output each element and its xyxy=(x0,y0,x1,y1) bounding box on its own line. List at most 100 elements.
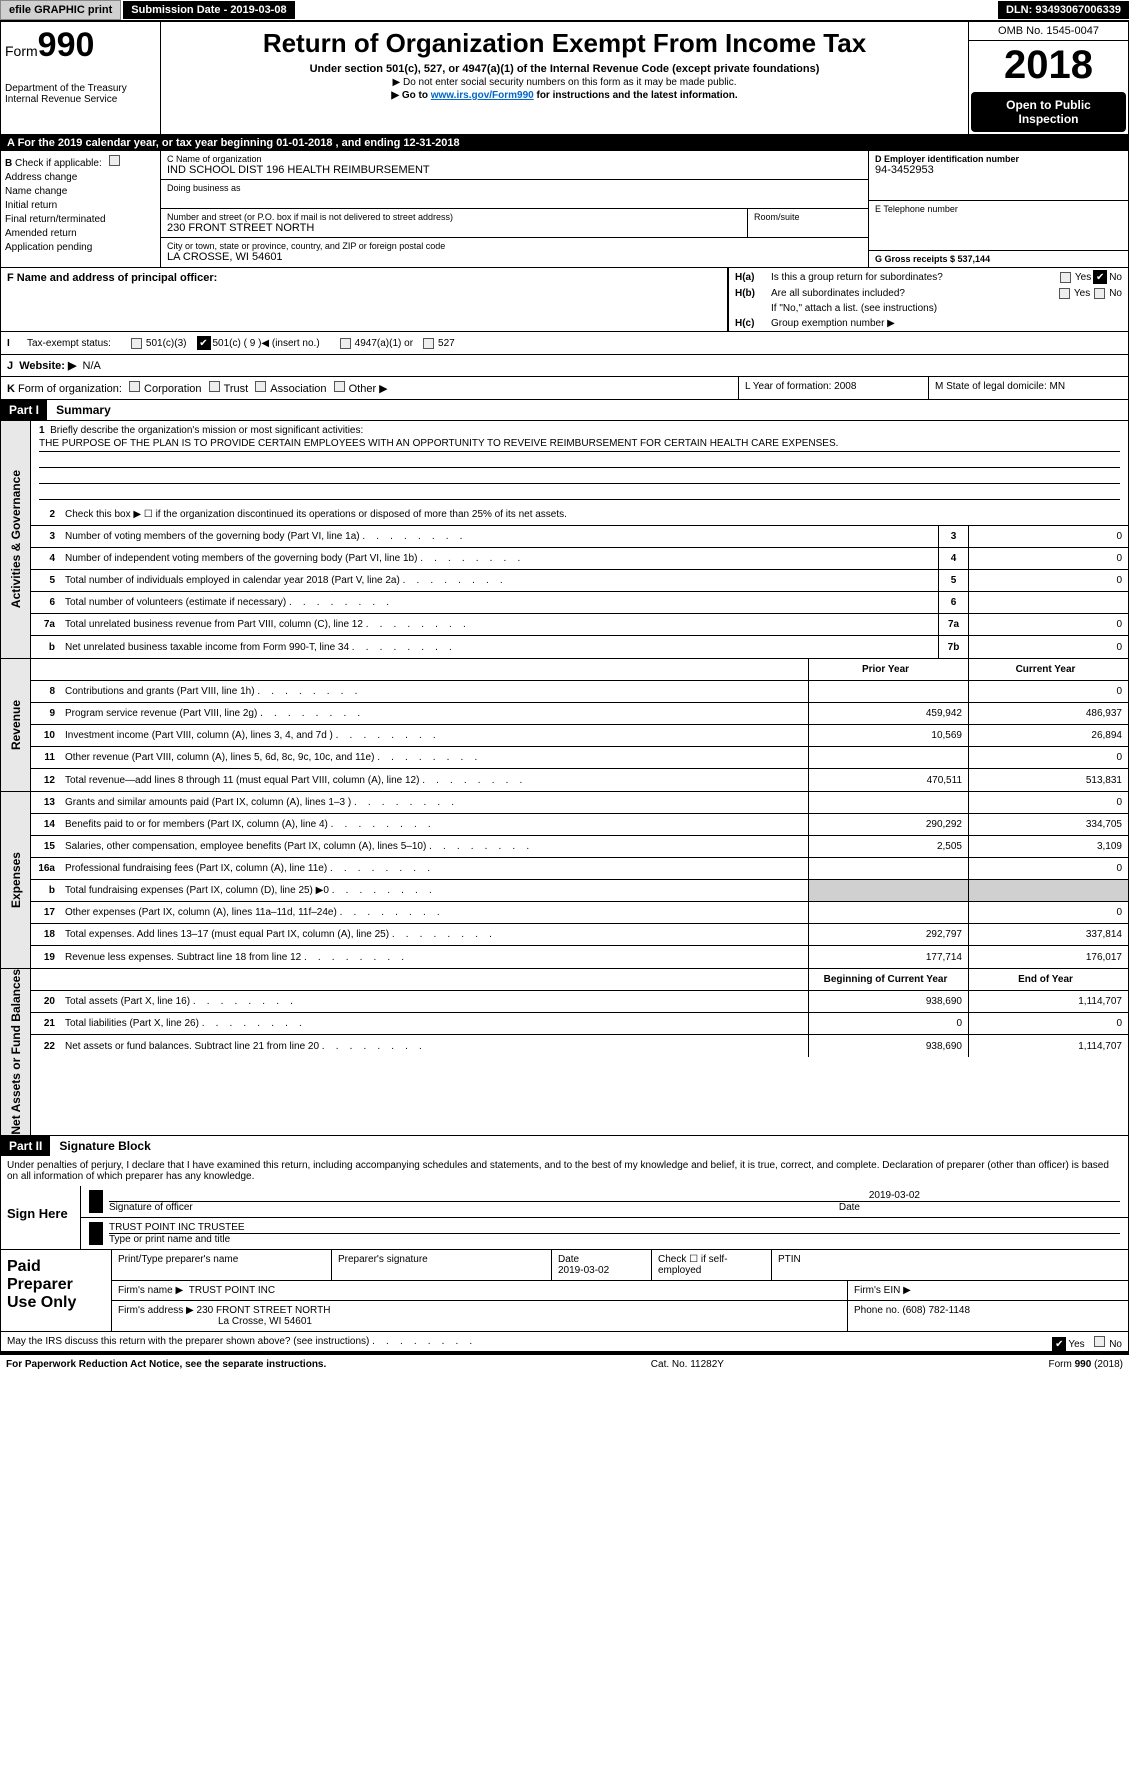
org-name: IND SCHOOL DIST 196 HEALTH REIMBURSEMENT xyxy=(167,164,862,176)
hc-row: H(c) Group exemption number ▶ xyxy=(729,316,1128,331)
expenses-section: Expenses 13 Grants and similar amounts p… xyxy=(1,792,1128,969)
open2: Inspection xyxy=(975,112,1122,126)
row-k-lm: K Form of organization: Corporation Trus… xyxy=(1,377,1128,400)
col-b-right: D Employer identification number 94-3452… xyxy=(868,151,1128,267)
rev-body: Prior Year Current Year 8 Contributions … xyxy=(31,659,1128,791)
form-subtitle: Under section 501(c), 527, or 4947(a)(1)… xyxy=(167,63,962,75)
line-5: 5 Total number of individuals employed i… xyxy=(31,570,1128,592)
arrow-icon xyxy=(89,1190,103,1213)
line-b: b Net unrelated business taxable income … xyxy=(31,636,1128,658)
line-7a: 7a Total unrelated business revenue from… xyxy=(31,614,1128,636)
form-id: Form990 xyxy=(5,26,156,65)
ag-body: 1 Briefly describe the organization's mi… xyxy=(31,421,1128,658)
dept-irs: Internal Revenue Service xyxy=(5,94,156,105)
addr-cell: Number and street (or P.O. box if mail i… xyxy=(161,209,748,237)
line-13: 13 Grants and similar amounts paid (Part… xyxy=(31,792,1128,814)
part1-title: Summary xyxy=(50,400,117,420)
activities-governance: Activities & Governance 1 Briefly descri… xyxy=(1,421,1128,659)
na-col-hdr: Beginning of Current Year End of Year xyxy=(31,969,1128,991)
prep-line-1: Print/Type preparer's name Preparer's si… xyxy=(112,1250,1128,1281)
tab-ag: Activities & Governance xyxy=(1,421,31,658)
m-domicile: M State of legal domicile: MN xyxy=(928,377,1128,399)
efile-badge: efile GRAPHIC print xyxy=(0,0,121,20)
line-20: 20 Total assets (Part X, line 16) 938,69… xyxy=(31,991,1128,1013)
h-group: H(a) Is this a group return for subordin… xyxy=(728,268,1128,331)
dept-treasury: Department of the Treasury xyxy=(5,83,156,94)
footer: For Paperwork Reduction Act Notice, see … xyxy=(0,1354,1129,1374)
footer-left: For Paperwork Reduction Act Notice, see … xyxy=(6,1359,326,1370)
note-ssn: ▶ Do not enter social security numbers o… xyxy=(167,77,962,88)
paid-preparer-label: Paid Preparer Use Only xyxy=(1,1250,111,1331)
part1-badge: Part I xyxy=(1,400,47,420)
line-4: 4 Number of independent voting members o… xyxy=(31,548,1128,570)
prep-body: Print/Type preparer's name Preparer's si… xyxy=(111,1250,1128,1331)
sig-name-row: TRUST POINT INC TRUSTEE Type or print na… xyxy=(81,1218,1128,1249)
line-11: 11 Other revenue (Part VIII, column (A),… xyxy=(31,747,1128,769)
top-left: Form990 Department of the Treasury Inter… xyxy=(1,22,161,134)
row-j: J Website: ▶ N/A xyxy=(1,355,1128,376)
rev-col-hdr: Prior Year Current Year xyxy=(31,659,1128,681)
submission-date: Submission Date - 2019-03-08 xyxy=(123,1,294,19)
line-22: 22 Net assets or fund balances. Subtract… xyxy=(31,1035,1128,1057)
arrow-icon xyxy=(89,1222,103,1245)
addr-row: Number and street (or P.O. box if mail i… xyxy=(161,209,868,238)
line-1: 1 Briefly describe the organization's mi… xyxy=(31,421,1128,504)
top-row: Form990 Department of the Treasury Inter… xyxy=(1,22,1128,135)
dln: DLN: 93493067006339 xyxy=(998,1,1129,19)
footer-mid: Cat. No. 11282Y xyxy=(651,1359,724,1370)
chk-amended[interactable]: Amended return xyxy=(5,228,156,239)
part2-title: Signature Block xyxy=(53,1136,156,1156)
c-label: C Name of organization xyxy=(167,154,862,164)
top-mid: Return of Organization Exempt From Incom… xyxy=(161,22,968,134)
trustee-name: TRUST POINT INC TRUSTEE xyxy=(109,1222,1120,1234)
part2-badge: Part II xyxy=(1,1136,50,1156)
line-18: 18 Total expenses. Add lines 13–17 (must… xyxy=(31,924,1128,946)
chk-initial[interactable]: Initial return xyxy=(5,200,156,211)
part1-header-row: Part I Summary xyxy=(1,400,1128,421)
chk-name[interactable]: Name change xyxy=(5,186,156,197)
na-body: Beginning of Current Year End of Year 20… xyxy=(31,969,1128,1135)
b-label: B Check if applicable: xyxy=(5,155,156,169)
hb-row: H(b) Are all subordinates included? Yes … xyxy=(729,286,1128,301)
row-i: I Tax-exempt status: 501(c)(3) ✔501(c) (… xyxy=(1,331,1128,355)
tab-expenses: Expenses xyxy=(1,792,31,968)
omb-number: OMB No. 1545-0047 xyxy=(969,22,1128,41)
prep-line-2: Firm's name ▶ TRUST POINT INC Firm's EIN… xyxy=(112,1281,1128,1301)
top-right: OMB No. 1545-0047 2018 Open to Public In… xyxy=(968,22,1128,134)
footer-right: Form 990 (2018) xyxy=(1049,1359,1123,1370)
ha-row: H(a) Is this a group return for subordin… xyxy=(729,268,1128,286)
form-title: Return of Organization Exempt From Incom… xyxy=(167,28,962,59)
irs-link[interactable]: www.irs.gov/Form990 xyxy=(431,90,534,101)
chk-pending[interactable]: Application pending xyxy=(5,242,156,253)
line-17: 17 Other expenses (Part IX, column (A), … xyxy=(31,902,1128,924)
mission-text: THE PURPOSE OF THE PLAN IS TO PROVIDE CE… xyxy=(39,436,1120,452)
line-12: 12 Total revenue—add lines 8 through 11 … xyxy=(31,769,1128,791)
line-9: 9 Program service revenue (Part VIII, li… xyxy=(31,703,1128,725)
col-b-mid: C Name of organization IND SCHOOL DIST 1… xyxy=(161,151,868,267)
line-19: 19 Revenue less expenses. Subtract line … xyxy=(31,946,1128,968)
d-ein-cell: D Employer identification number 94-3452… xyxy=(869,151,1128,201)
open1: Open to Public xyxy=(975,98,1122,112)
city-state-zip: LA CROSSE, WI 54601 xyxy=(167,251,862,263)
line-8: 8 Contributions and grants (Part VIII, l… xyxy=(31,681,1128,703)
sign-here-row: Sign Here 2019-03-02 Signature of office… xyxy=(1,1186,1128,1250)
row-a: A For the 2019 calendar year, or tax yea… xyxy=(1,135,1128,151)
form-number: 990 xyxy=(38,26,95,64)
net-assets-section: Net Assets or Fund Balances Beginning of… xyxy=(1,969,1128,1136)
col-b-checkboxes: B Check if applicable: Address change Na… xyxy=(1,151,161,267)
revenue-section: Revenue Prior Year Current Year 8 Contri… xyxy=(1,659,1128,792)
line-6: 6 Total number of volunteers (estimate i… xyxy=(31,592,1128,614)
street-address: 230 FRONT STREET NORTH xyxy=(167,222,741,234)
chk-address[interactable]: Address change xyxy=(5,172,156,183)
dba-cell: Doing business as xyxy=(161,180,868,209)
sig-officer-row: 2019-03-02 Signature of officer Date xyxy=(81,1186,1128,1218)
line-3: 3 Number of voting members of the govern… xyxy=(31,526,1128,548)
form-container: Form990 Department of the Treasury Inter… xyxy=(0,21,1129,1354)
note2-b: for instructions and the latest informat… xyxy=(534,90,738,101)
discuss-row: May the IRS discuss this return with the… xyxy=(1,1332,1128,1353)
g-receipts: G Gross receipts $ 537,144 xyxy=(869,251,1128,267)
tab-net-assets: Net Assets or Fund Balances xyxy=(1,969,31,1135)
dba-label: Doing business as xyxy=(167,183,862,193)
chk-final[interactable]: Final return/terminated xyxy=(5,214,156,225)
hb-note: If "No," attach a list. (see instruction… xyxy=(729,301,1128,316)
